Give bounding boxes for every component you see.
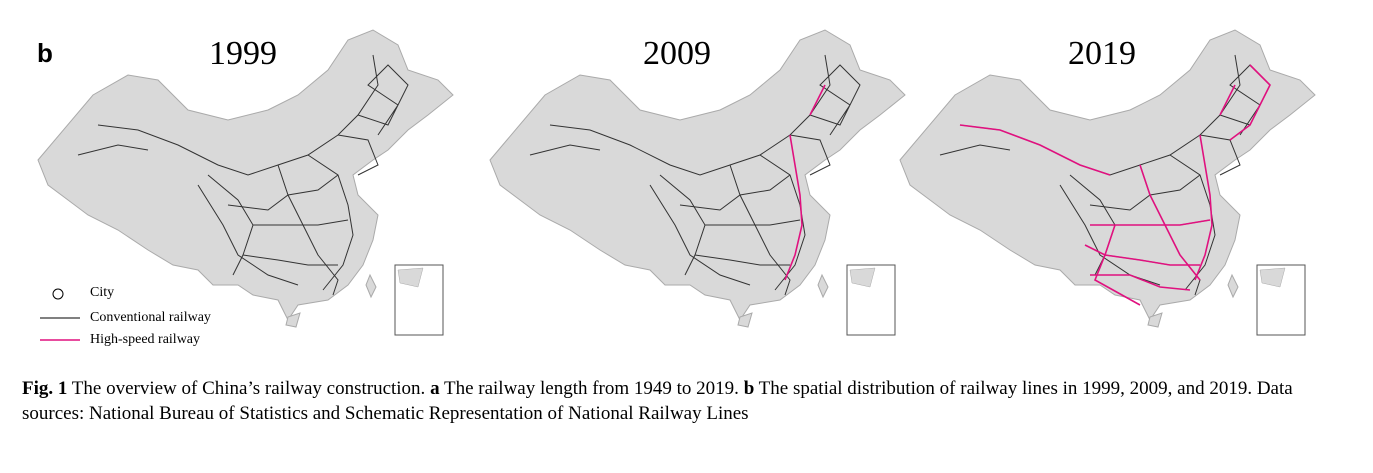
caption-text: The spatial distribution of railway line… xyxy=(22,378,1293,424)
figure: b 1999 2009 2019 City Conventional railw… xyxy=(37,29,1316,347)
caption-label: Fig. 1 xyxy=(22,378,68,399)
caption: Fig. 1 The overview of China’s railway c… xyxy=(22,376,1352,426)
map-year: 1999 xyxy=(209,35,277,72)
map-2019 xyxy=(899,29,1316,336)
legend-city-marker xyxy=(52,288,64,300)
caption-text: The overview of China’s railway construc… xyxy=(67,378,431,399)
map-year: 2019 xyxy=(1068,35,1136,72)
map-year: 2009 xyxy=(643,35,711,72)
legend-label: Conventional railway xyxy=(90,310,211,325)
caption-part: b xyxy=(743,378,755,399)
panel-label: b xyxy=(37,38,53,68)
caption-part: a xyxy=(430,378,440,399)
map-2009 xyxy=(489,29,906,336)
caption-text: The railway length from 1949 to 2019. xyxy=(439,378,744,399)
legend-label: City xyxy=(90,285,114,300)
legend-label: High-speed railway xyxy=(90,332,200,347)
